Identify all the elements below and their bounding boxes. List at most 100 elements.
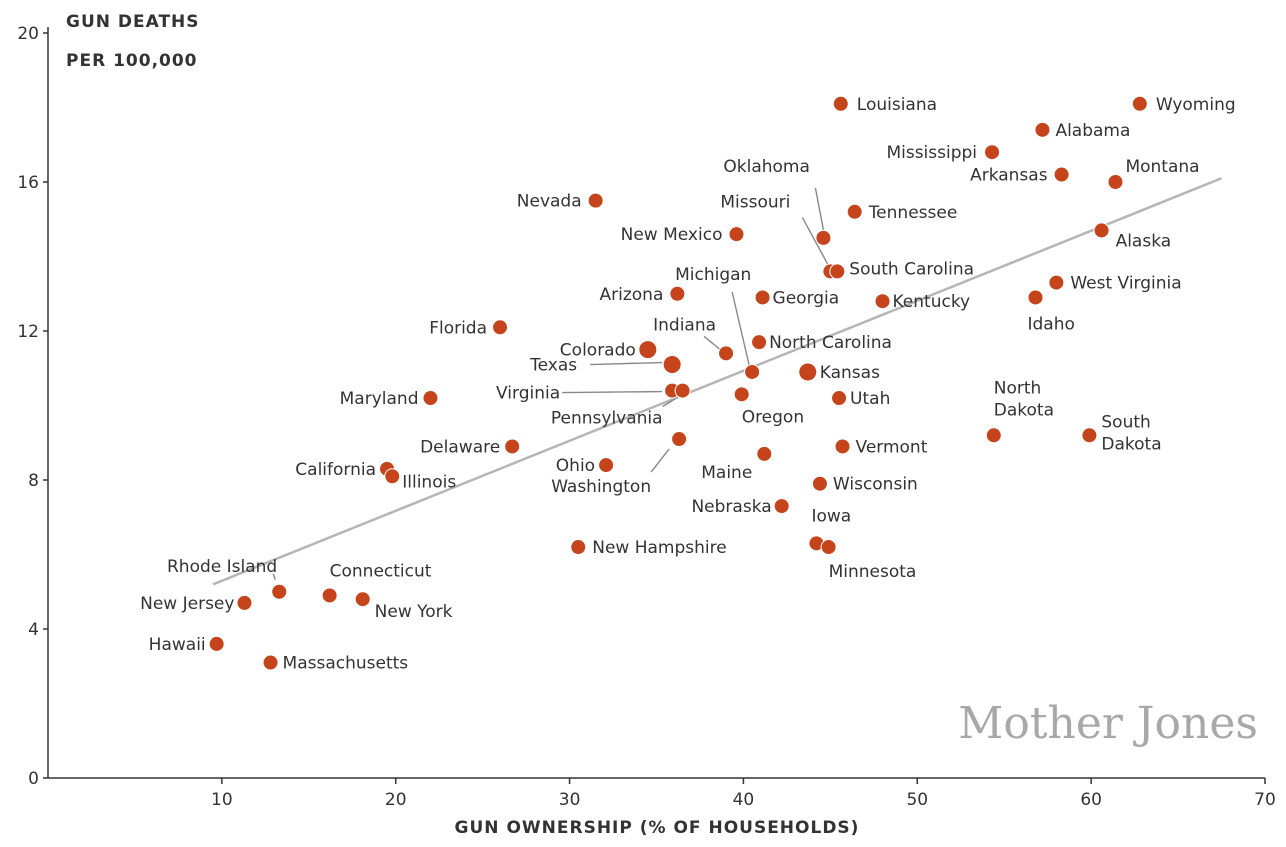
connector-michigan <box>731 291 750 366</box>
point-arizona <box>669 285 686 302</box>
label-maryland: Maryland <box>340 389 419 409</box>
point-maryland <box>422 390 439 407</box>
x-tick-label: 30 <box>559 790 581 810</box>
point-south-carolina <box>829 263 846 280</box>
label-alabama: Alabama <box>1055 121 1130 141</box>
point-oregon <box>733 386 750 403</box>
point-florida <box>492 319 509 336</box>
label-iowa: Iowa <box>811 506 851 526</box>
point-arkansas <box>1053 166 1070 183</box>
label-arkansas: Arkansas <box>970 166 1048 186</box>
label-ohio: Ohio <box>556 456 595 476</box>
label-virginia: Virginia <box>496 384 560 404</box>
label-tennessee: Tennessee <box>868 203 958 223</box>
point-oklahoma <box>815 229 832 246</box>
x-tick-label: 70 <box>1254 790 1276 810</box>
label-south-dakota: South Dakota <box>1101 412 1161 454</box>
point-washington <box>671 431 688 448</box>
point-new-mexico <box>728 226 745 243</box>
x-tick-label: 10 <box>211 790 233 810</box>
connector-pennsylvania <box>662 396 679 408</box>
connector-missouri <box>801 217 829 266</box>
label-minnesota: Minnesota <box>829 562 917 582</box>
y-tick-label: 4 <box>28 620 39 640</box>
y-tick-label: 0 <box>28 769 39 789</box>
connector-texas <box>590 361 663 366</box>
connector-indiana <box>703 335 722 351</box>
connector-virginia <box>562 390 663 394</box>
point-wyoming <box>1131 95 1148 112</box>
point-new-jersey <box>236 594 253 611</box>
point-pennsylvania <box>674 382 691 399</box>
point-nevada <box>587 192 604 209</box>
point-south-dakota <box>1081 427 1098 444</box>
x-tick-label: 50 <box>906 790 928 810</box>
label-pennsylvania: Pennsylvania <box>551 409 663 429</box>
label-utah: Utah <box>850 389 890 409</box>
points-layer <box>208 95 1148 671</box>
label-montana: Montana <box>1125 157 1199 177</box>
label-north-dakota: North Dakota <box>994 378 1054 420</box>
label-new-mexico: New Mexico <box>621 225 723 245</box>
trendline-layer <box>212 177 1223 586</box>
label-connecticut: Connecticut <box>330 561 432 581</box>
point-idaho <box>1027 289 1044 306</box>
y-axis-title-line2: PER 100,000 <box>66 51 198 71</box>
label-oregon: Oregon <box>742 407 804 427</box>
label-vermont: Vermont <box>856 437 928 457</box>
point-wisconsin <box>811 475 828 492</box>
label-arizona: Arizona <box>600 285 664 305</box>
point-louisiana <box>832 95 849 112</box>
label-georgia: Georgia <box>773 288 840 308</box>
point-mississippi <box>984 144 1001 161</box>
label-massachusetts: Massachusetts <box>283 654 409 674</box>
x-tick-label: 20 <box>385 790 407 810</box>
label-nevada: Nevada <box>517 192 582 212</box>
point-ohio <box>598 457 615 474</box>
label-kentucky: Kentucky <box>893 292 971 312</box>
point-illinois <box>384 468 401 485</box>
label-louisiana: Louisiana <box>857 95 937 115</box>
label-delaware: Delaware <box>420 437 500 457</box>
label-wyoming: Wyoming <box>1156 95 1236 115</box>
point-kansas <box>798 362 818 382</box>
label-south-carolina: South Carolina <box>849 259 974 279</box>
label-north-carolina: North Carolina <box>769 333 892 353</box>
connector-rhode-island <box>272 573 276 580</box>
x-tick-label: 40 <box>733 790 755 810</box>
label-new-york: New York <box>375 602 453 622</box>
label-texas: Texas <box>529 356 577 376</box>
point-west-virginia <box>1048 274 1065 291</box>
label-alaska: Alaska <box>1116 231 1172 251</box>
label-illinois: Illinois <box>402 472 456 492</box>
connector-washington <box>650 448 670 473</box>
axes-layer: GUN DEATHS PER 100,000 GUN OWNERSHIP (% … <box>17 12 1275 838</box>
label-oklahoma: Oklahoma <box>723 157 810 177</box>
label-mississippi: Mississippi <box>886 143 977 163</box>
label-california: California <box>295 460 376 480</box>
label-wisconsin: Wisconsin <box>833 475 918 495</box>
point-rhode-island <box>271 583 288 600</box>
point-new-york <box>354 591 371 608</box>
label-missouri: Missouri <box>720 192 790 212</box>
point-utah <box>831 390 848 407</box>
point-alaska <box>1093 222 1110 239</box>
point-delaware <box>504 438 521 455</box>
trendline <box>212 177 1223 586</box>
label-florida: Florida <box>429 318 487 338</box>
point-maine <box>756 445 773 462</box>
point-massachusetts <box>262 654 279 671</box>
label-nebraska: Nebraska <box>691 497 771 517</box>
point-colorado <box>638 340 658 360</box>
y-tick-label: 8 <box>28 471 39 491</box>
y-tick-label: 20 <box>17 24 39 44</box>
connector-lines-layer <box>272 187 829 580</box>
connector-oklahoma <box>814 187 825 231</box>
point-nebraska <box>773 498 790 515</box>
point-kentucky <box>874 293 891 310</box>
point-tennessee <box>846 203 863 220</box>
label-kansas: Kansas <box>820 363 880 383</box>
y-tick-label: 12 <box>17 322 39 342</box>
x-tick-label: 60 <box>1080 790 1102 810</box>
